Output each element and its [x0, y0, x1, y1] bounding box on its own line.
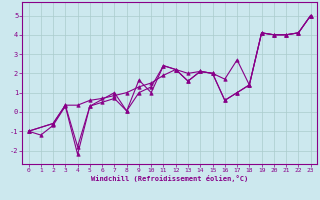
X-axis label: Windchill (Refroidissement éolien,°C): Windchill (Refroidissement éolien,°C) [91, 175, 248, 182]
